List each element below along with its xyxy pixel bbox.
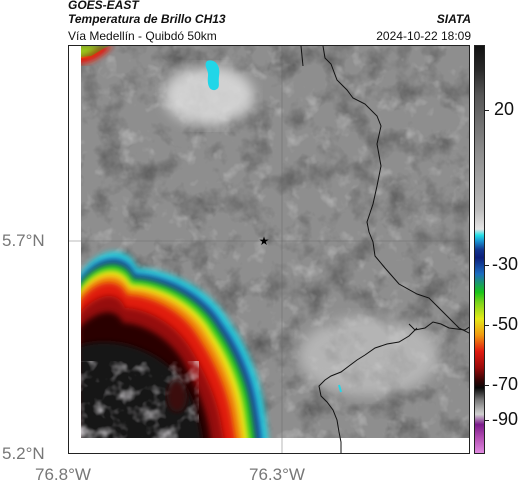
- colorbar-label-minus90: -90: [492, 409, 519, 429]
- location-subtitle: Vía Medellín - Quibdó 50km: [68, 29, 217, 43]
- municipal-border-east: [408, 321, 469, 331]
- colorbar-label-minus30: -30: [492, 254, 519, 274]
- no-data-strip-south: [69, 438, 469, 453]
- convective-cell: [69, 46, 269, 453]
- municipal-border-connector: [364, 327, 418, 356]
- product-title: Temperatura de Brillo CH13: [68, 12, 226, 26]
- colorbar-label-20: 20: [494, 99, 515, 119]
- colorbar-tick: [485, 385, 489, 386]
- cold-spot-southeast: [338, 384, 342, 393]
- lon-tick-76-8: 76.8°W: [35, 465, 91, 484]
- colorbar-label-minus50: -50: [492, 314, 519, 334]
- colorbar-tick: [485, 325, 489, 326]
- colorbar-tick: [485, 420, 489, 421]
- border-fragment-north: [300, 46, 304, 67]
- no-data-strip-west: [69, 46, 81, 453]
- station-star-marker[interactable]: ★: [259, 234, 270, 248]
- bright-cloud-southeast: [299, 316, 439, 396]
- lat-tick-5-2: 5.2°N: [2, 444, 45, 463]
- temperature-colorbar: [474, 45, 485, 454]
- lon-tick-76-3: 76.3°W: [249, 465, 305, 484]
- colorbar-tick: [485, 110, 489, 111]
- municipal-border-south: [318, 354, 366, 453]
- colorbar-tick: [485, 265, 489, 266]
- colorbar-label-minus70: -70: [492, 374, 519, 394]
- satellite-title: GOES-EAST: [68, 0, 139, 12]
- satellite-map[interactable]: ★: [68, 45, 470, 454]
- timestamp-label: 2024-10-22 18:09: [376, 29, 471, 43]
- lat-tick-5-7: 5.7°N: [2, 231, 45, 250]
- bright-cloud-north: [164, 66, 254, 126]
- cold-spot-north: [205, 60, 220, 91]
- department-border-antioquia-choco: [322, 46, 469, 334]
- brightness-temperature-image: ★: [69, 46, 469, 453]
- organization-label: SIATA: [436, 12, 471, 26]
